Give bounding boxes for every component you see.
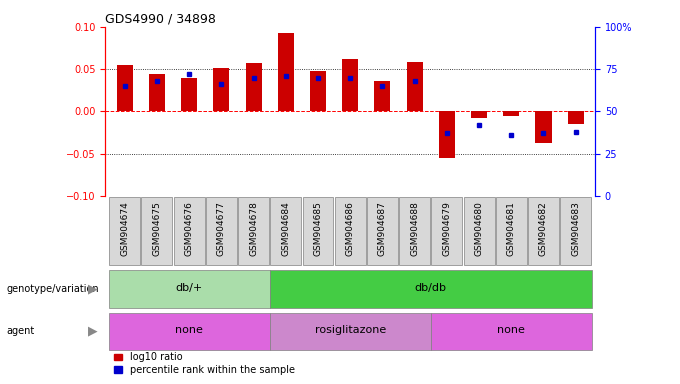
Text: GSM904678: GSM904678	[249, 202, 258, 257]
Text: agent: agent	[7, 326, 35, 336]
Bar	[568, 111, 583, 124]
Text: GSM904676: GSM904676	[185, 202, 194, 257]
Text: GSM904685: GSM904685	[313, 202, 322, 257]
FancyBboxPatch shape	[206, 197, 237, 265]
FancyBboxPatch shape	[464, 197, 494, 265]
Text: ▶: ▶	[88, 325, 97, 338]
Text: none: none	[175, 325, 203, 335]
FancyBboxPatch shape	[238, 197, 269, 265]
Text: GSM904683: GSM904683	[571, 202, 580, 257]
FancyBboxPatch shape	[430, 313, 592, 350]
Text: rosiglitazone: rosiglitazone	[315, 325, 386, 335]
FancyBboxPatch shape	[367, 197, 398, 265]
Text: GSM904688: GSM904688	[410, 202, 419, 257]
FancyBboxPatch shape	[173, 197, 205, 265]
Text: db/+: db/+	[175, 283, 203, 293]
FancyBboxPatch shape	[399, 197, 430, 265]
Bar	[181, 78, 197, 111]
Text: GSM904675: GSM904675	[152, 202, 161, 257]
Text: genotype/variation: genotype/variation	[7, 284, 99, 294]
Bar	[503, 111, 520, 116]
FancyBboxPatch shape	[270, 313, 430, 350]
Text: GSM904682: GSM904682	[539, 202, 548, 256]
Text: GSM904684: GSM904684	[282, 202, 290, 256]
Bar	[310, 71, 326, 111]
FancyBboxPatch shape	[270, 270, 592, 308]
Text: GSM904674: GSM904674	[120, 202, 129, 256]
Bar	[375, 81, 390, 111]
FancyBboxPatch shape	[560, 197, 591, 265]
Text: GSM904687: GSM904687	[378, 202, 387, 257]
Bar	[117, 65, 133, 111]
Text: db/db: db/db	[415, 283, 447, 293]
Bar	[407, 61, 423, 111]
Text: GDS4990 / 34898: GDS4990 / 34898	[105, 13, 216, 26]
Bar	[342, 59, 358, 111]
Text: GSM904686: GSM904686	[345, 202, 355, 257]
FancyBboxPatch shape	[271, 197, 301, 265]
FancyBboxPatch shape	[141, 197, 173, 265]
Bar	[245, 63, 262, 111]
Text: GSM904677: GSM904677	[217, 202, 226, 257]
Text: GSM904680: GSM904680	[475, 202, 483, 257]
FancyBboxPatch shape	[109, 313, 270, 350]
Bar	[471, 111, 487, 118]
Bar	[277, 33, 294, 111]
FancyBboxPatch shape	[109, 197, 140, 265]
FancyBboxPatch shape	[335, 197, 366, 265]
Bar	[149, 74, 165, 111]
FancyBboxPatch shape	[528, 197, 559, 265]
Text: GSM904679: GSM904679	[442, 202, 452, 257]
Bar	[535, 111, 551, 144]
FancyBboxPatch shape	[109, 270, 270, 308]
FancyBboxPatch shape	[431, 197, 462, 265]
Bar	[439, 111, 455, 158]
Text: none: none	[497, 325, 525, 335]
FancyBboxPatch shape	[496, 197, 527, 265]
Legend: log10 ratio, percentile rank within the sample: log10 ratio, percentile rank within the …	[110, 348, 299, 379]
Text: ▶: ▶	[88, 283, 97, 295]
Text: GSM904681: GSM904681	[507, 202, 515, 257]
Bar	[214, 68, 229, 111]
FancyBboxPatch shape	[303, 197, 333, 265]
